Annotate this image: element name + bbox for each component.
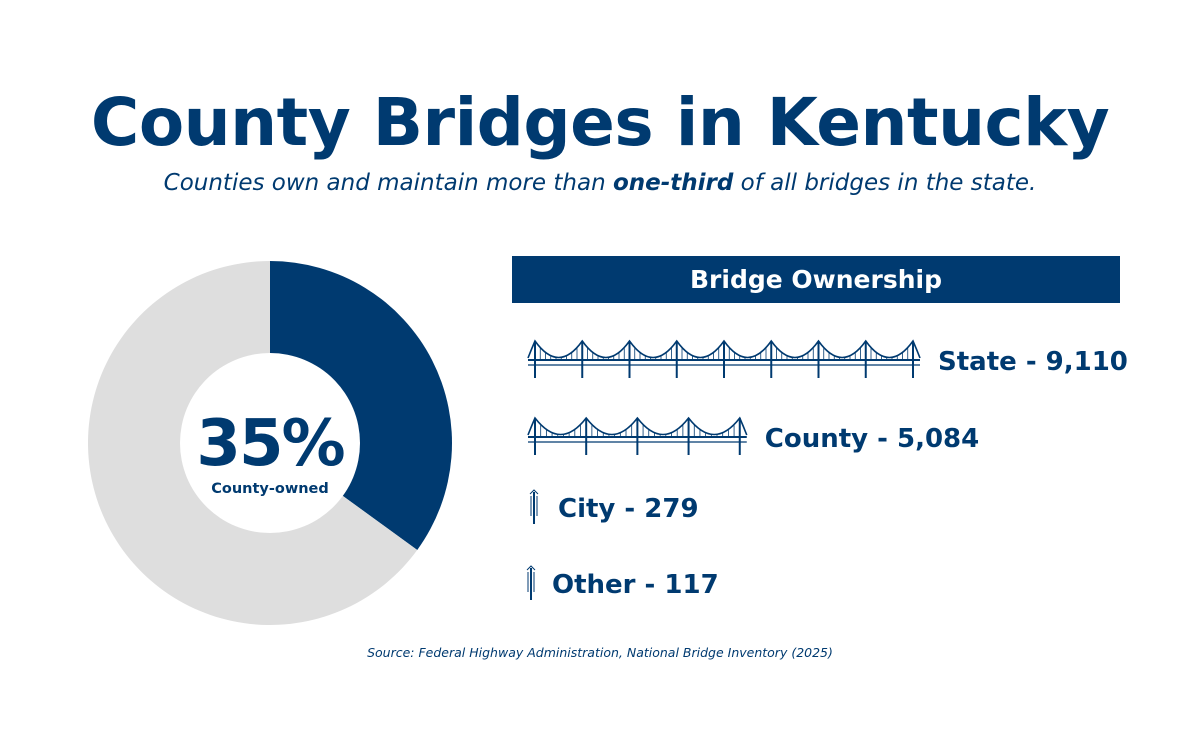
- donut-slice-county: [270, 261, 453, 550]
- subtitle-text-after: of all bridges in the state.: [733, 170, 1037, 196]
- bridge-bar-state: [527, 339, 921, 378]
- subtitle-text-before: Counties own and maintain more than: [163, 170, 613, 196]
- subtitle-emphasis: one-third: [612, 170, 734, 196]
- bridge-bar-city: [529, 489, 539, 524]
- page-title: County Bridges in Kentucky: [90, 84, 1110, 161]
- bridge-bar-county: [527, 416, 748, 455]
- bridge-label-city: City - 279: [558, 494, 699, 524]
- donut-center-label: County-owned: [211, 481, 329, 497]
- donut-chart: 35% County-owned: [88, 261, 453, 625]
- bridge-bar-other: [526, 565, 536, 600]
- bridge-label-county: County - 5,084: [765, 424, 979, 454]
- donut-hole: [180, 353, 360, 533]
- source-note: Source: Federal Highway Administration, …: [367, 645, 833, 660]
- bridge-label-other: Other - 117: [552, 570, 719, 600]
- bridge-label-state: State - 9,110: [938, 347, 1128, 377]
- section-header: Bridge Ownership: [512, 256, 1120, 303]
- subtitle: Counties own and maintain more than one-…: [0, 166, 1200, 200]
- donut-center-value: 35%: [196, 407, 344, 481]
